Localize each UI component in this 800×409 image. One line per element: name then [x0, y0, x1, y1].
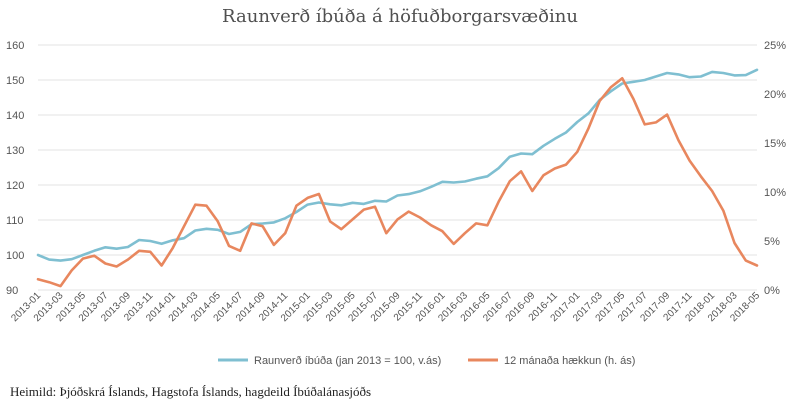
y-left-tick-label: 140: [6, 110, 24, 122]
legend-label: 12 mánaða hækkun (h. ás): [504, 355, 635, 367]
y-right-tick-label: 5%: [764, 236, 780, 248]
y-left-tick-label: 100: [6, 250, 24, 262]
chart-title: Raunverð íbúða á höfuðborgarsvæðinu: [222, 6, 578, 27]
y-right-tick-label: 20%: [764, 89, 786, 101]
y-right-tick-label: 15%: [764, 138, 786, 150]
y-right-tick-label: 25%: [764, 40, 786, 52]
series-line-change: [36, 77, 759, 288]
source-note: Heimild: Þjóðskrá Íslands, Hagstofa Ísla…: [10, 384, 372, 399]
y-left-tick-label: 110: [6, 215, 24, 227]
y-left-tick-label: 120: [6, 180, 24, 192]
y-left-tick-label: 90: [6, 285, 18, 297]
y-left-tick-label: 150: [6, 75, 24, 87]
y-right-tick-label: 0%: [764, 285, 780, 297]
y-right-tick-label: 10%: [764, 187, 786, 199]
y-left-tick-label: 130: [6, 145, 24, 157]
legend-label: Raunverð íbúða (jan 2013 = 100, v.ás): [254, 355, 441, 367]
series-line-price: [36, 68, 759, 262]
y-left-tick-label: 160: [6, 40, 24, 52]
